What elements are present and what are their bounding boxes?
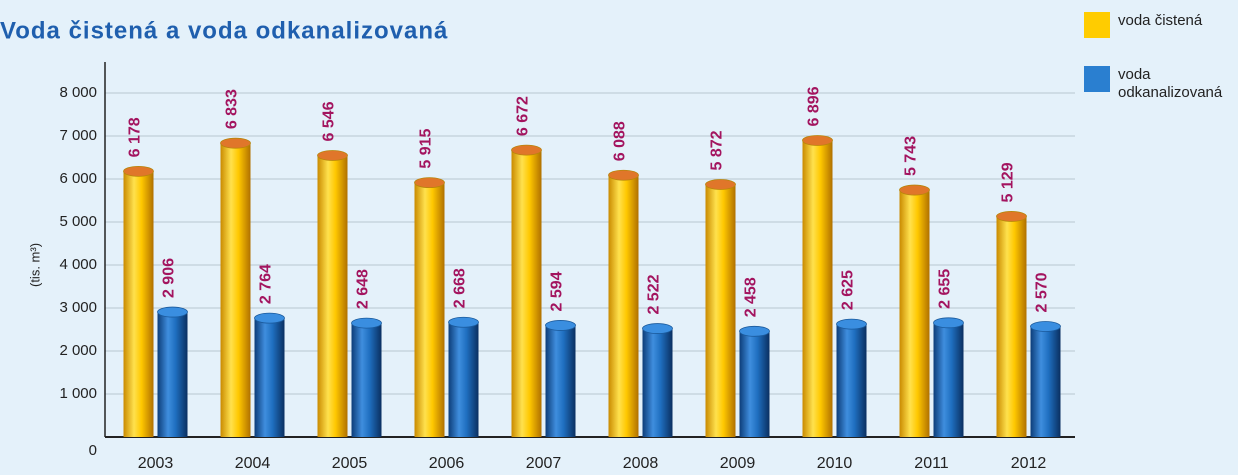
legend-swatch [1084,12,1110,38]
x-tick-label: 2011 [914,455,949,472]
legend-swatch [1084,66,1110,92]
bar [836,324,867,437]
bar-top [123,165,154,177]
y-tick-label: 5 000 [59,213,97,230]
bar-top [996,211,1027,222]
bar-top [414,177,445,189]
value-label: 6 088 [612,121,629,161]
bar [739,331,770,437]
bar [317,155,348,437]
y-tick-label: 2 000 [59,342,97,359]
value-label: 6 178 [127,117,144,157]
bar [899,190,930,437]
y-tick-label: 4 000 [59,256,97,273]
value-label: 2 458 [743,277,760,317]
value-label: 6 896 [806,86,823,126]
value-label: 2 655 [937,269,954,309]
x-tick-label: 2004 [235,455,271,472]
y-tick-label: 1 000 [59,385,97,402]
y-tick-label: 0 [89,442,97,459]
value-label: 2 648 [355,269,372,309]
bar [545,325,576,437]
value-label: 5 915 [418,129,435,169]
x-tick-label: 2009 [720,455,756,472]
y-tick-label: 8 000 [59,84,97,101]
x-tick-label: 2003 [138,455,174,472]
x-tick-label: 2010 [817,455,853,472]
bar [254,318,285,437]
bar-top [802,135,833,146]
bar-top [642,323,673,334]
value-label: 2 594 [549,271,566,311]
bar-top [608,169,639,181]
bar-top [739,325,770,337]
bar-top [254,312,285,324]
bar [642,328,673,437]
bar-top [220,137,251,149]
value-label: 2 764 [258,264,275,304]
value-label: 2 906 [161,258,178,298]
bar [157,312,188,437]
bar-top [705,179,736,190]
y-tick-label: 3 000 [59,299,97,316]
bar [123,171,154,437]
legend-item: voda odkanalizovaná [1084,66,1238,102]
legend-label: voda odkanalizovaná [1118,66,1223,101]
value-label: 6 833 [224,89,241,129]
bar [414,182,445,437]
legend-item: voda čistená [1084,12,1202,38]
value-label: 2 625 [840,270,857,310]
bar-top [448,316,479,328]
value-label: 2 570 [1034,272,1051,312]
bar-top [836,318,867,330]
bar [608,175,639,437]
value-label: 2 522 [646,274,663,314]
bar [1030,326,1061,437]
value-label: 6 672 [515,96,532,136]
value-label: 5 129 [1000,162,1017,202]
bar-top [511,144,542,156]
bar [933,322,964,437]
x-tick-label: 2008 [623,455,659,472]
x-tick-label: 2005 [332,455,368,472]
bar [220,143,251,437]
bar-top [899,184,930,196]
bar-top [351,317,382,329]
x-tick-label: 2007 [526,455,562,472]
x-tick-label: 2012 [1011,455,1047,472]
bar [351,323,382,437]
x-tick-label: 2006 [429,455,465,472]
y-tick-label: 7 000 [59,127,97,144]
value-label: 5 872 [709,130,726,170]
bar [511,150,542,437]
bar-top [545,320,576,331]
y-axis-label: (tis. m³) [27,243,42,287]
bar-top [157,306,188,318]
value-label: 2 668 [452,268,469,308]
bar [802,140,833,438]
bar-top [317,150,348,161]
bar [705,184,736,437]
legend-label: voda čistená [1118,12,1203,29]
bar [448,322,479,437]
value-label: 5 743 [903,136,920,176]
bar-top [933,317,964,329]
bar-top [1030,321,1061,332]
y-tick-label: 6 000 [59,170,97,187]
bar [996,216,1027,437]
value-label: 6 546 [321,101,338,141]
chart-title: Voda čistená a voda odkanalizovaná [0,17,448,44]
